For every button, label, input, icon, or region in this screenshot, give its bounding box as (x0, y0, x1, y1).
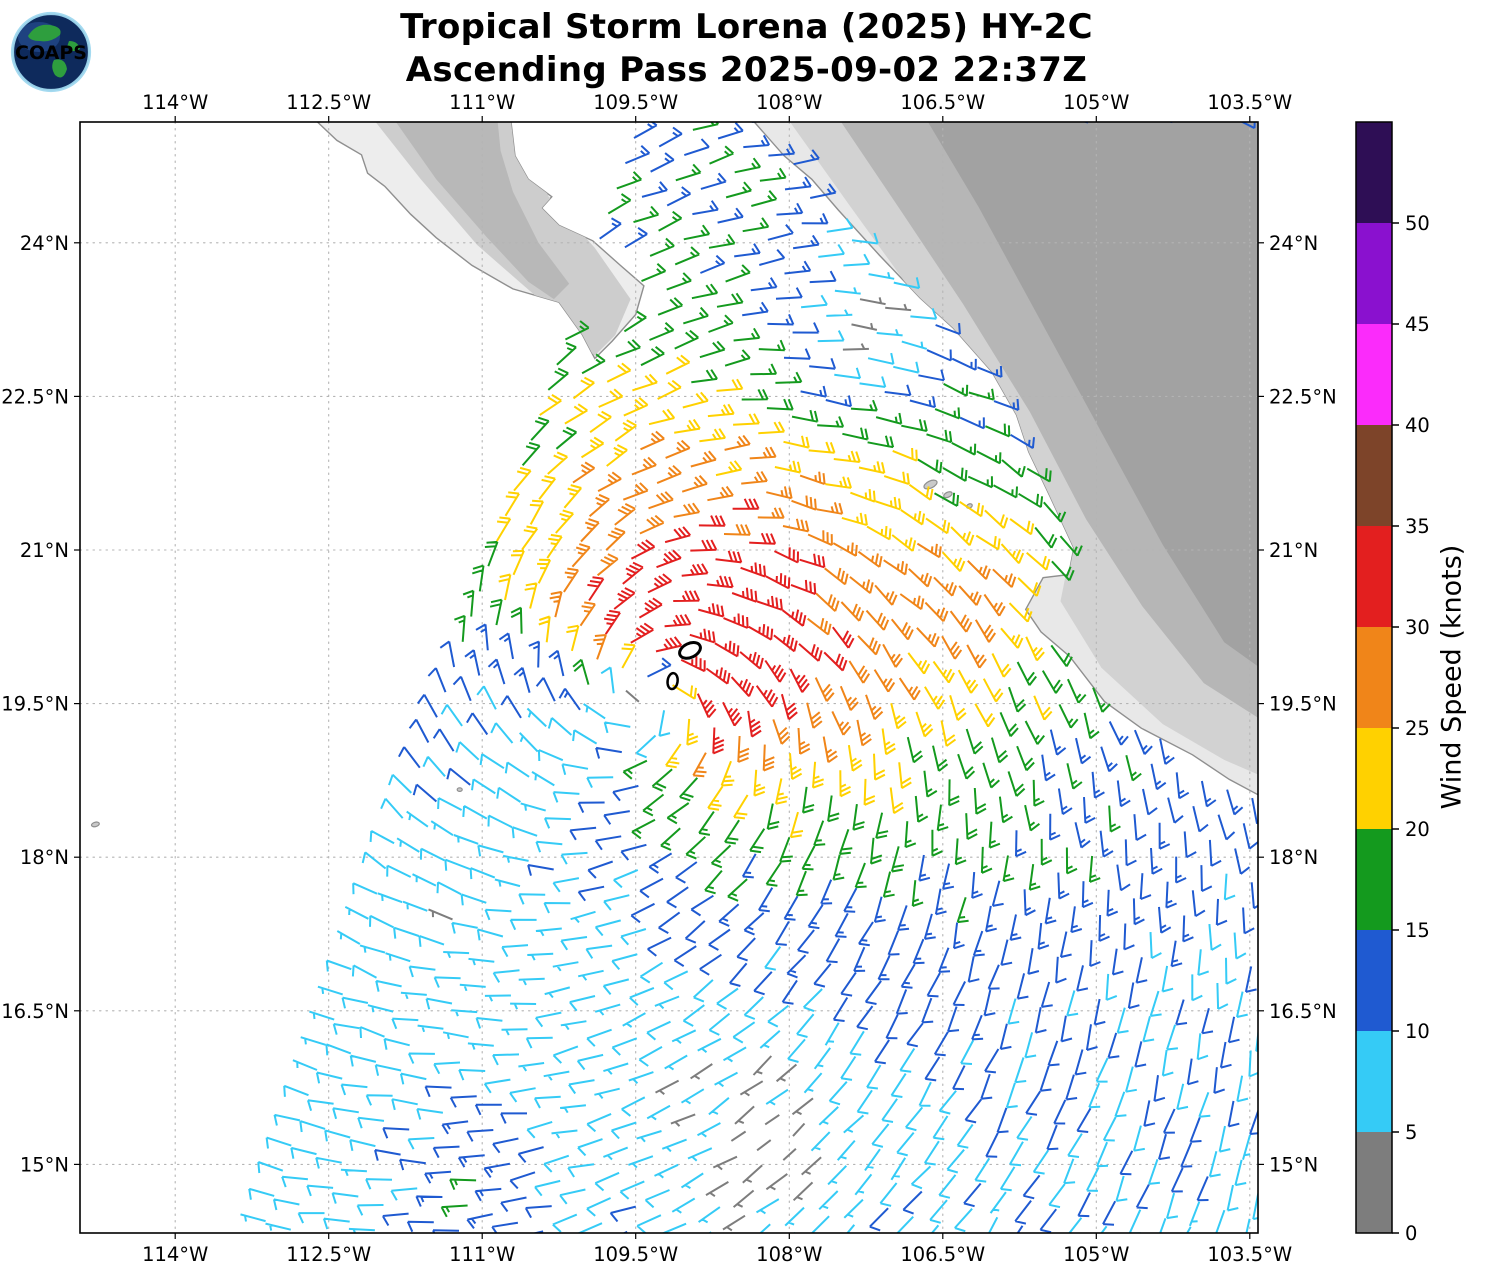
lat-tick-label-left: 22.5°N (1, 385, 69, 408)
lon-tick-label-bottom: 106.5°W (900, 1243, 985, 1264)
island (90, 821, 100, 828)
lon-tick-label-bottom: 109.5°W (593, 1243, 678, 1264)
logo-text: COAPS (15, 42, 87, 64)
colorbar: 0 5 10 15 20 25 30 35 40 45 50 (1355, 121, 1430, 1245)
logo-continent-south (52, 59, 67, 78)
colorbar-tick-label: 15 (1405, 919, 1430, 942)
wind-barb-layer (240, 122, 1258, 1233)
lat-tick-label-right: 15°N (1269, 1153, 1318, 1176)
colorbar-bin (1356, 1132, 1392, 1233)
lat-tick-label-right: 24°N (1269, 232, 1318, 255)
lon-tick-label-top: 108°W (756, 91, 822, 114)
colorbar-tick-label: 35 (1405, 515, 1430, 538)
wind-barbs (240, 218, 1258, 1233)
wind-barbs (587, 498, 855, 755)
colorbar-bin (1356, 728, 1392, 829)
lat-tick-label-right: 19.5°N (1269, 693, 1337, 716)
lon-tick-label-top: 112.5°W (286, 91, 371, 114)
lon-tick-label-top: 109.5°W (593, 91, 678, 114)
island (456, 787, 463, 792)
colorbar-frame (1355, 121, 1393, 1234)
terrain-shading (395, 122, 570, 300)
wind-barbs (440, 122, 1142, 1218)
storm-center-contour (678, 641, 702, 660)
lon-tick-label-bottom: 114°W (142, 1243, 208, 1264)
lat-tick-label-right: 16.5°N (1269, 1000, 1337, 1023)
lon-tick-label-top: 106.5°W (900, 91, 985, 114)
lat-tick-label-left: 19.5°N (1, 693, 69, 716)
colorbar-tick-label: 40 (1405, 414, 1430, 437)
lon-tick-label-top: 114°W (142, 91, 208, 114)
lat-tick-label-left: 24°N (20, 232, 69, 255)
logo-ring (10, 11, 92, 93)
lat-tick-label-left: 16.5°N (1, 1000, 69, 1023)
gridline-layer (80, 122, 1258, 1233)
colorbar-tick-label: 50 (1405, 212, 1430, 235)
logo-continent-east (67, 41, 80, 52)
baja-relief (374, 122, 631, 356)
colorbar-tick-label: 5 (1405, 1121, 1417, 1144)
colorbar-bin (1356, 425, 1392, 526)
colorbar-tick-label: 10 (1405, 1020, 1430, 1043)
lon-tick-label-bottom: 108°W (756, 1243, 822, 1264)
colorbar-axis-label: Wind Speed (knots) (1436, 544, 1468, 810)
lon-tick-label-bottom: 103.5°W (1207, 1243, 1292, 1264)
lon-tick-label-top: 103.5°W (1207, 91, 1292, 114)
lon-tick-label-top: 111°W (449, 91, 515, 114)
lon-tick-label-bottom: 112.5°W (286, 1243, 371, 1264)
lon-tick-label-bottom: 105°W (1063, 1243, 1129, 1264)
wind-barbs (374, 122, 1258, 1233)
coaps-logo: COAPS (10, 11, 92, 93)
wind-barbs (496, 354, 1053, 839)
lon-tick-label-bottom: 111°W (449, 1243, 515, 1264)
lat-tick-label-right: 21°N (1269, 539, 1318, 562)
lat-tick-label-left: 21°N (20, 539, 69, 562)
colorbar-tick-label: 25 (1405, 717, 1430, 740)
island (923, 479, 938, 490)
lat-tick-label-right: 22.5°N (1269, 385, 1337, 408)
lat-tick-label-left: 18°N (20, 846, 69, 869)
lon-tick-label-top: 105°W (1063, 91, 1129, 114)
axis-layer: 114°W 114°W 112.5°W 112.5°W 111°W 111°W 109.5°… (1, 91, 1337, 1264)
lat-tick-label-left: 15°N (20, 1153, 69, 1176)
colorbar-bin (1356, 829, 1392, 930)
wind-barbs (428, 297, 912, 1232)
colorbar-tick-label: 45 (1405, 313, 1430, 336)
logo-continent-north (28, 24, 61, 42)
colorbar-bin (1356, 526, 1392, 627)
colorbar-bin (1356, 1031, 1392, 1132)
lat-tick-label-right: 18°N (1269, 846, 1318, 869)
colorbar-bin (1356, 930, 1392, 1031)
map-frame (79, 121, 1259, 1234)
colorbar-bin (1356, 627, 1392, 728)
colorbar-tick-label: 20 (1405, 818, 1430, 841)
storm-center-contour (666, 671, 679, 691)
colorbar-bin (1356, 122, 1392, 223)
colorbar-tick-label: 30 (1405, 616, 1430, 639)
terrain-shading (927, 122, 1258, 668)
colorbar-tick-label: 0 (1405, 1222, 1417, 1245)
colorbar-bin (1356, 223, 1392, 324)
island (943, 491, 953, 499)
wind-barbs (549, 430, 1017, 778)
colorbar-bin (1356, 324, 1392, 425)
